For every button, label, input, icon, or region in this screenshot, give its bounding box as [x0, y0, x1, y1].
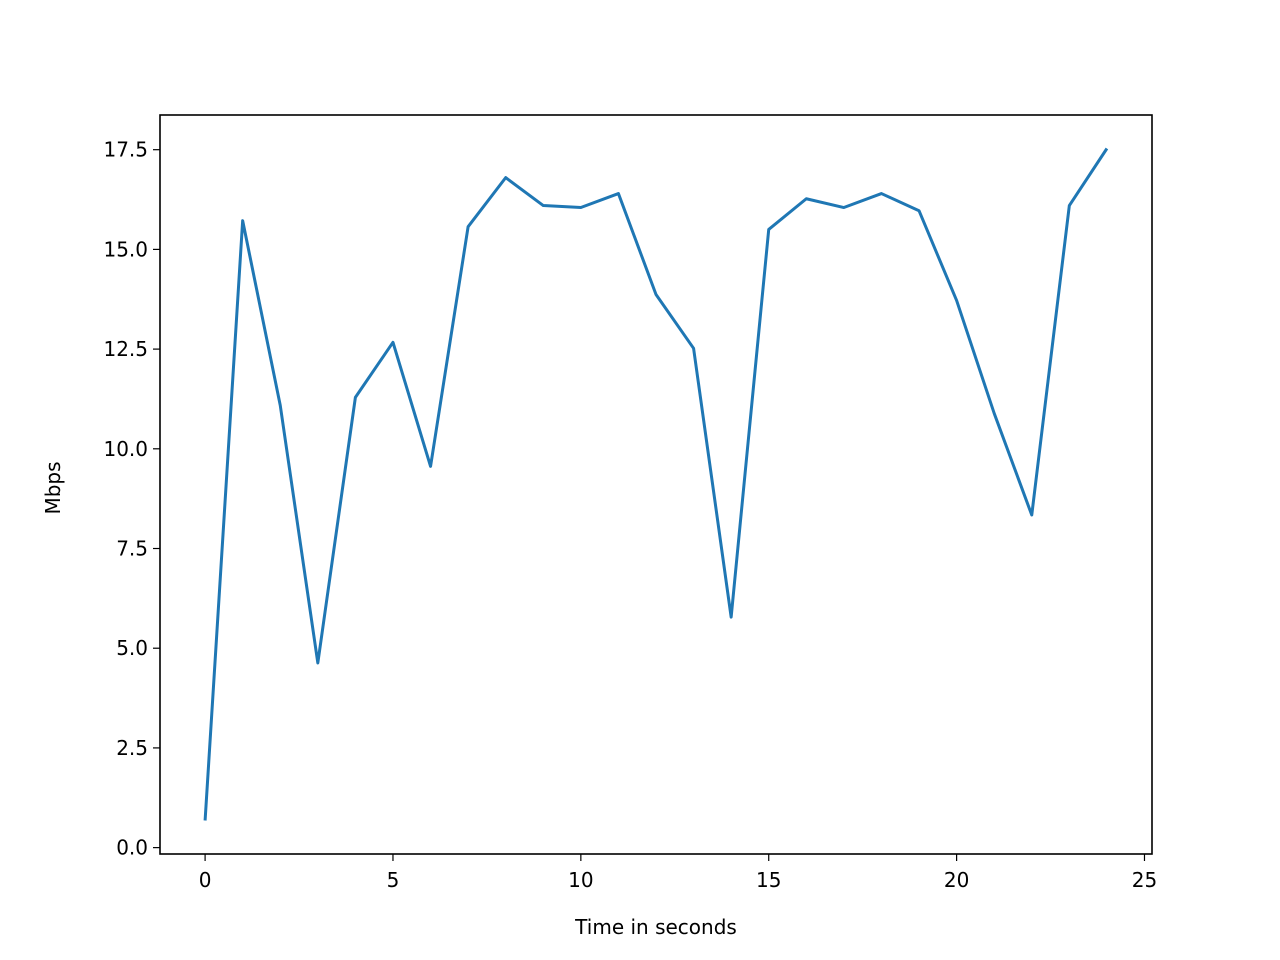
x-tick-label: 10: [568, 868, 593, 892]
plot-frame: [159, 114, 1153, 855]
x-tick-label: 5: [387, 868, 400, 892]
y-tick-label: 10.0: [103, 437, 148, 461]
y-tick-label: 2.5: [116, 736, 148, 760]
x-tick-label: 15: [756, 868, 781, 892]
x-tick-label: 0: [199, 868, 212, 892]
x-tick-label: 25: [1132, 868, 1157, 892]
y-tick-label: 5.0: [116, 636, 148, 660]
y-axis-label: Mbps: [41, 461, 65, 514]
x-axis-label: Time in seconds: [574, 915, 737, 939]
y-tick-label: 17.5: [103, 138, 148, 162]
y-tick-label: 12.5: [103, 337, 148, 361]
y-tick-label: 7.5: [116, 537, 148, 561]
line: [203, 147, 1109, 821]
y-tick-label: 0.0: [116, 836, 148, 860]
x-tick-label: 20: [944, 868, 969, 892]
y-tick-label: 15.0: [103, 237, 148, 261]
